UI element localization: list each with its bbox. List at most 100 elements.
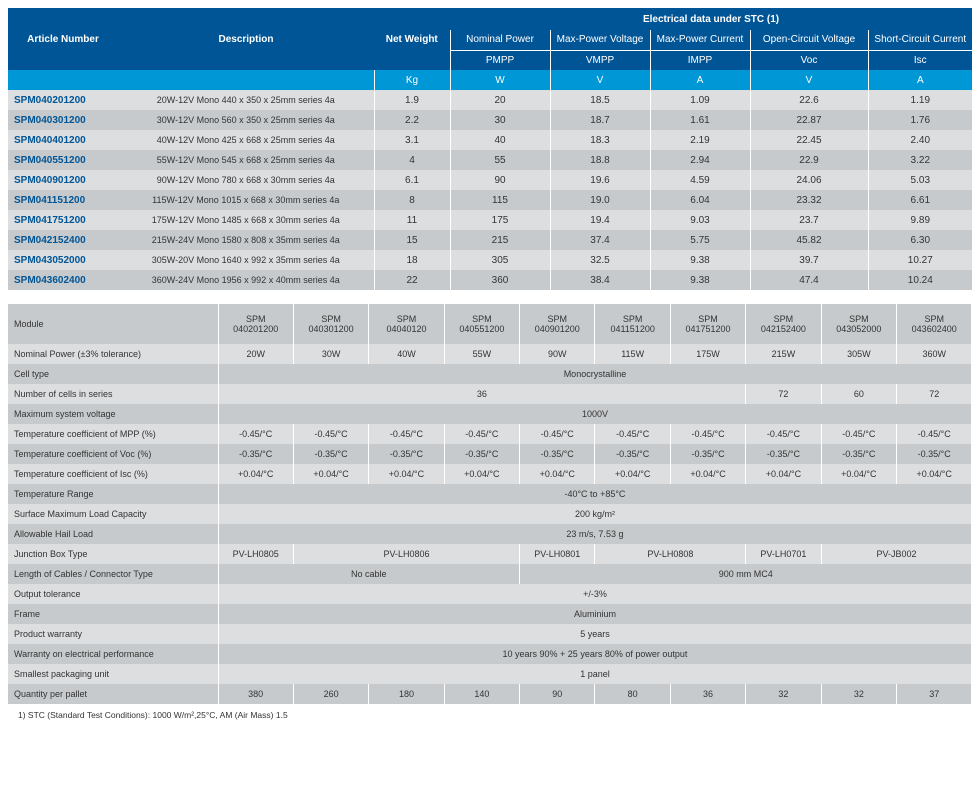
spec-row: Temperature coefficient of MPP (%) -0.45/…	[8, 424, 972, 444]
spec-label: Temperature coefficient of Isc (%)	[8, 464, 218, 484]
desc-cell: 90W-12V Mono 780 x 668 x 30mm series 4a	[118, 170, 374, 190]
unit-w: W	[450, 70, 550, 90]
data-cell: 90	[450, 170, 550, 190]
table-row: SPM04090120090W-12V Mono 780 x 668 x 30m…	[8, 170, 972, 190]
unit-v2: V	[750, 70, 868, 90]
data-cell: 6.61	[868, 190, 972, 210]
spec-row: Temperature coefficient of Isc (%) +0.04/…	[8, 464, 972, 484]
spec-label: Frame	[8, 604, 218, 624]
spec-cell: -0.35/°C	[444, 444, 519, 464]
data-cell: 6.1	[374, 170, 450, 190]
spec-cell: -40°C to +85°C	[218, 484, 972, 504]
data-cell: 37.4	[550, 230, 650, 250]
spec-row: Length of Cables / Connector TypeNo cabl…	[8, 564, 972, 584]
spec-label: Smallest packaging unit	[8, 664, 218, 684]
spec-cell: +0.04/°C	[369, 464, 444, 484]
data-cell: 22.87	[750, 110, 868, 130]
spec-cell: 40W	[369, 344, 444, 364]
data-cell: 38.4	[550, 270, 650, 290]
data-cell: 1.19	[868, 90, 972, 110]
spec-cell: 32	[821, 684, 896, 704]
data-cell: 2.94	[650, 150, 750, 170]
spec-cell: +0.04/°C	[746, 464, 821, 484]
table-row: SPM04030120030W-12V Mono 560 x 350 x 25m…	[8, 110, 972, 130]
spec-cell: 55W	[444, 344, 519, 364]
spec-row: Cell typeMonocrystalline	[8, 364, 972, 384]
spec-label: Temperature coefficient of MPP (%)	[8, 424, 218, 444]
sym-vmpp: VMPP	[550, 50, 650, 70]
article-cell: SPM040901200	[8, 170, 118, 190]
spec-cell: Aluminium	[218, 604, 972, 624]
data-cell: 4.59	[650, 170, 750, 190]
desc-cell: 215W-24V Mono 1580 x 808 x 35mm series 4…	[118, 230, 374, 250]
spec-row: Quantity per pallet380260180140908036323…	[8, 684, 972, 704]
article-cell: SPM041151200	[8, 190, 118, 210]
module-col: SPM043602400	[897, 304, 972, 344]
data-cell: 9.38	[650, 270, 750, 290]
unit-a: A	[650, 70, 750, 90]
spec-cell: 72	[897, 384, 972, 404]
spec-label: Allowable Hail Load	[8, 524, 218, 544]
spec-cell: +0.04/°C	[293, 464, 368, 484]
spec-label: Number of cells in series	[8, 384, 218, 404]
spec-label: Nominal Power (±3% tolerance)	[8, 344, 218, 364]
sym-voc: Voc	[750, 50, 868, 70]
data-cell: 1.76	[868, 110, 972, 130]
data-cell: 22.9	[750, 150, 868, 170]
specifications-table: ModuleSPM040201200SPM040301200SPM0404012…	[8, 304, 972, 704]
spec-cell: 1000V	[218, 404, 972, 424]
module-col: SPM040201200	[218, 304, 293, 344]
article-cell: SPM042152400	[8, 230, 118, 250]
data-cell: 18.8	[550, 150, 650, 170]
data-cell: 360	[450, 270, 550, 290]
col-desc: Description	[118, 8, 374, 70]
module-col: SPM040301200	[293, 304, 368, 344]
spec-cell: +/-3%	[218, 584, 972, 604]
data-cell: 1.9	[374, 90, 450, 110]
spec-cell: PV-LH0701	[746, 544, 821, 564]
spec-label: Warranty on electrical performance	[8, 644, 218, 664]
desc-cell: 175W-12V Mono 1485 x 668 x 30mm series 4…	[118, 210, 374, 230]
sym-isc: Isc	[868, 50, 972, 70]
desc-cell: 20W-12V Mono 440 x 350 x 25mm series 4a	[118, 90, 374, 110]
spec-cell: 215W	[746, 344, 821, 364]
spec-cell: 260	[293, 684, 368, 704]
data-cell: 47.4	[750, 270, 868, 290]
data-cell: 30	[450, 110, 550, 130]
spec-cell: -0.45/°C	[897, 424, 972, 444]
data-cell: 32.5	[550, 250, 650, 270]
spec-cell: -0.35/°C	[746, 444, 821, 464]
spec-row: Maximum system voltage1000V	[8, 404, 972, 424]
data-cell: 19.0	[550, 190, 650, 210]
spec-cell: 36	[218, 384, 746, 404]
spec-cell: 20W	[218, 344, 293, 364]
desc-cell: 115W-12V Mono 1015 x 668 x 30mm series 4…	[118, 190, 374, 210]
module-label: Module	[8, 304, 218, 344]
article-cell: SPM040401200	[8, 130, 118, 150]
spec-cell: -0.35/°C	[821, 444, 896, 464]
spec-cell: 360W	[897, 344, 972, 364]
data-cell: 2.40	[868, 130, 972, 150]
spec-row: Smallest packaging unit1 panel	[8, 664, 972, 684]
data-cell: 9.89	[868, 210, 972, 230]
module-col: SPM041751200	[670, 304, 745, 344]
spec-cell: 60	[821, 384, 896, 404]
desc-cell: 55W-12V Mono 545 x 668 x 25mm series 4a	[118, 150, 374, 170]
data-cell: 20	[450, 90, 550, 110]
module-col: SPM042152400	[746, 304, 821, 344]
footnote: 1) STC (Standard Test Conditions): 1000 …	[8, 710, 972, 720]
module-col: SPM043052000	[821, 304, 896, 344]
module-col: SPM040901200	[520, 304, 595, 344]
table-row: SPM04055120055W-12V Mono 545 x 668 x 25m…	[8, 150, 972, 170]
spec-label: Cell type	[8, 364, 218, 384]
data-cell: 6.04	[650, 190, 750, 210]
spec-cell: 140	[444, 684, 519, 704]
spec-row: Surface Maximum Load Capacity200 kg/m²	[8, 504, 972, 524]
col-weight: Net Weight	[374, 8, 450, 70]
spec-label: Quantity per pallet	[8, 684, 218, 704]
spec-cell: PV-LH0805	[218, 544, 293, 564]
spec-row: Output tolerance+/-3%	[8, 584, 972, 604]
table-row: SPM042152400215W-24V Mono 1580 x 808 x 3…	[8, 230, 972, 250]
data-cell: 19.6	[550, 170, 650, 190]
spec-cell: 90	[520, 684, 595, 704]
